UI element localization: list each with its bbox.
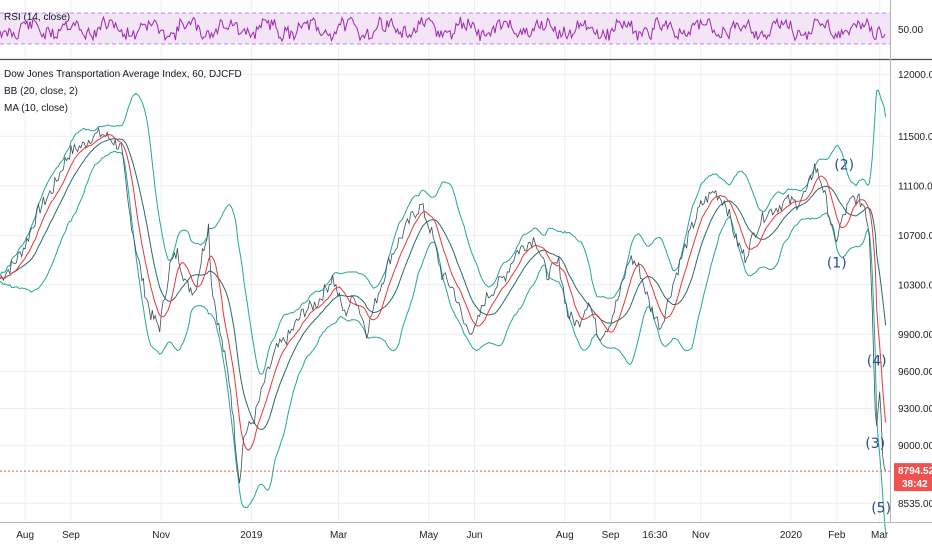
legend: Dow Jones Transportation Average Index, …	[4, 69, 242, 114]
price-tick-label: 11100.00	[898, 181, 932, 192]
time-tick-label: 2020	[780, 530, 803, 541]
rsi-label: RSI (14, close)	[4, 12, 70, 23]
wave-label: (3)	[865, 436, 885, 452]
rsi-panel[interactable]: RSI (14, close) 50.00	[0, 12, 923, 45]
rsi-line	[0, 15, 886, 43]
bb-basis-line	[0, 138, 887, 430]
wave-label: (2)	[834, 158, 854, 174]
ma-line	[0, 133, 887, 451]
time-tick-label: Nov	[152, 530, 170, 541]
legend-bb: BB (20, close, 2)	[4, 86, 78, 97]
price-tick-label: 10700.00	[898, 231, 932, 242]
time-tick-label: 2019	[240, 530, 263, 541]
series-layer	[0, 89, 887, 534]
time-tick-label: Aug	[556, 530, 574, 541]
time-tick-label: Aug	[16, 530, 34, 541]
time-tick-label: Mar	[871, 530, 889, 541]
price-tick-label: 9900.00	[898, 330, 932, 341]
time-tick-label: Feb	[828, 530, 846, 541]
countdown-label: 38:42	[902, 479, 928, 490]
wave-label: (1)	[827, 255, 847, 271]
price-tick-label: 12000.00	[898, 70, 932, 81]
time-tick-label: Jun	[467, 530, 483, 541]
time-tick-label: Sep	[62, 530, 80, 541]
price-tag-box	[894, 463, 932, 492]
rsi-tick-label: 50.00	[898, 25, 923, 36]
wave-label: (5)	[871, 501, 891, 517]
chart-grid	[0, 0, 890, 522]
price-tick-label: 9300.00	[898, 404, 932, 415]
wave-label: (4)	[867, 353, 887, 369]
price-tick-label: 9600.00	[898, 367, 932, 378]
bb-upper-line	[0, 89, 887, 375]
time-tick-label: Nov	[692, 530, 710, 541]
last-price-tag: 8794.52 38:42	[894, 463, 932, 492]
price-tick-label: 8535.00	[898, 499, 932, 510]
price-tick-label: 9000.00	[898, 441, 932, 452]
rsi-band	[0, 13, 890, 44]
time-axis[interactable]: Aug Sep Nov 2019 Mar May Jun Aug Sep 16:30 Nov 2020…	[16, 530, 889, 541]
legend-title: Dow Jones Transportation Average Index, …	[4, 69, 242, 80]
wave-labels: (1) (2) (3) (4) (5)	[827, 158, 891, 517]
time-tick-label: Sep	[602, 530, 620, 541]
main-pane[interactable]: (1) (2) (3) (4) (5)	[0, 89, 891, 534]
last-price-label: 8794.52	[898, 466, 932, 477]
time-tick-label: May	[419, 530, 438, 541]
time-tick-label: Mar	[330, 530, 348, 541]
legend-ma: MA (10, close)	[4, 103, 68, 114]
time-tick-label: 16:30	[642, 530, 667, 541]
price-tick-label: 11500.00	[898, 132, 932, 143]
price-axis[interactable]: 12000.00 11500.00 11100.00 10700.00 10300.00…	[898, 70, 932, 510]
price-tick-label: 10300.00	[898, 280, 932, 291]
bb-lower-line	[0, 150, 887, 534]
price-line	[0, 127, 886, 484]
